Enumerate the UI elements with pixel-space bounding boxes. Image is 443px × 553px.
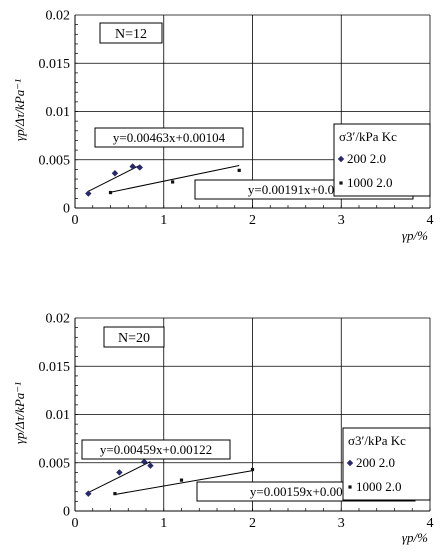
legend-square-marker	[339, 181, 343, 185]
x-tick-label: 0	[72, 516, 79, 531]
x-tick-label: 4	[427, 516, 434, 531]
data-point-diamond	[136, 164, 143, 171]
y-tick-label: 0	[63, 505, 70, 520]
legend-entry: 200 2.0	[356, 455, 395, 470]
legend-box	[333, 123, 431, 197]
x-tick-label: 3	[338, 213, 345, 228]
data-point-square	[171, 180, 175, 184]
data-point-square	[250, 467, 255, 472]
y-tick-label: 0.015	[39, 360, 71, 375]
data-point-diamond	[85, 490, 92, 497]
legend-diamond-marker	[346, 459, 354, 467]
fit-equation-box	[81, 439, 231, 460]
fit-line-1	[88, 461, 151, 494]
x-tick-label: 1	[160, 516, 167, 531]
data-point-diamond	[129, 163, 136, 170]
legend-square-marker	[348, 485, 352, 489]
y-axis-label: γp/Δτ/kPa⁻¹	[12, 382, 27, 444]
legend-entry: 1000 2.0	[347, 175, 393, 190]
fit-equation-label: y=0.00459x+0.00122	[100, 442, 212, 457]
x-tick-label: 2	[249, 516, 256, 531]
data-point-diamond	[147, 462, 154, 469]
fit-equation-label: y=0.00463x+0.00104	[113, 130, 226, 145]
y-tick-label: 0.02	[46, 9, 71, 24]
data-point-square	[179, 478, 184, 482]
y-tick-label: 0.005	[39, 456, 71, 471]
legend-header: σ3′/kPa Kc	[339, 129, 397, 144]
x-tick-label: 2	[249, 213, 256, 228]
panel-label: N=12	[115, 27, 147, 42]
legend-box	[342, 427, 431, 501]
x-tick-label: 3	[338, 516, 345, 531]
legend-entry: 1000 2.0	[356, 479, 402, 494]
fit-line-1	[88, 164, 141, 192]
data-point-diamond	[116, 469, 123, 476]
data-point-square	[237, 168, 241, 172]
chart-panel-2: 0 0.005 0.01 0.015 0.02 0 1 2 3 4 γp/Δτ/kPa⁻¹ γp/% N…	[12, 312, 434, 546]
data-point-square	[108, 190, 113, 195]
x-tick-label: 1	[160, 213, 167, 228]
fit-equation-box	[94, 127, 244, 148]
panel-label-box	[103, 326, 165, 348]
x-tick-label: 4	[427, 213, 434, 228]
y-tick-label: 0.01	[46, 105, 71, 120]
fit-line-2	[110, 165, 240, 193]
data-point-diamond	[111, 170, 119, 177]
legend-header: σ3′/kPa Kc	[348, 433, 406, 448]
y-tick-label: 0.005	[39, 153, 71, 168]
y-tick-label: 0.02	[46, 312, 71, 327]
panel-label-box	[99, 22, 163, 44]
fit-line-2	[114, 470, 253, 495]
data-point-diamond	[85, 190, 92, 197]
x-axis-label: γp/%	[402, 530, 428, 545]
x-tick-label: 0	[72, 213, 79, 228]
data-point-square	[113, 492, 117, 496]
legend-diamond-marker	[337, 155, 345, 163]
y-tick-label: 0.01	[46, 408, 71, 423]
panel-label: N=20	[118, 331, 150, 346]
y-axis-label: γp/Δτ/kPa⁻¹	[12, 79, 27, 141]
fit-equation-label: y=0.00191x+0.00087	[248, 182, 361, 197]
y-tick-label: 0.015	[39, 57, 71, 72]
y-tick-label: 0	[63, 202, 70, 217]
x-axis-label: γp/%	[402, 228, 428, 243]
legend-entry: 200 2.0	[347, 151, 386, 166]
fit-equation-label: y=0.00159x+0.00100	[250, 484, 362, 499]
data-point-diamond	[141, 458, 148, 465]
chart-panel-1: 0 0.005 0.01 0.015 0.02 0 1 2 3 4 γp/Δτ/kPa⁻¹ γp/% N…	[12, 9, 434, 244]
